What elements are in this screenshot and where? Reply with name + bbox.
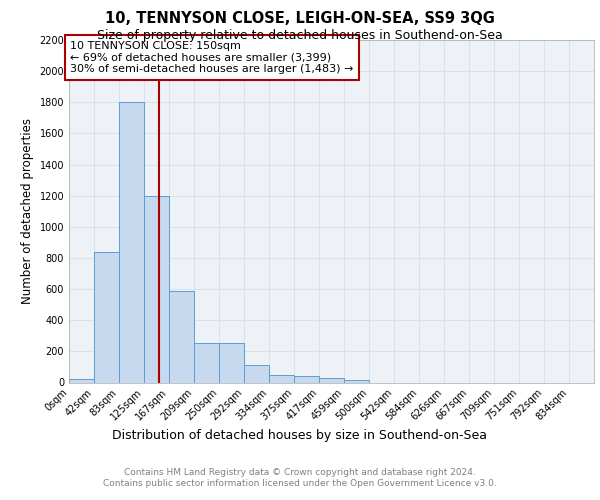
Text: Size of property relative to detached houses in Southend-on-Sea: Size of property relative to detached ho… (97, 29, 503, 42)
Bar (69, 378, 94, 382)
Bar (194, 343, 219, 382)
Bar (319, 378, 344, 382)
Bar (119, 102, 144, 382)
Bar (169, 290, 194, 382)
Text: Distribution of detached houses by size in Southend-on-Sea: Distribution of detached houses by size … (113, 430, 487, 442)
Bar (294, 376, 319, 382)
Text: Contains HM Land Registry data © Crown copyright and database right 2024.
Contai: Contains HM Land Registry data © Crown c… (103, 468, 497, 487)
Bar (269, 375, 294, 382)
Text: 10, TENNYSON CLOSE, LEIGH-ON-SEA, SS9 3QG: 10, TENNYSON CLOSE, LEIGH-ON-SEA, SS9 3Q… (105, 11, 495, 26)
Bar (344, 380, 368, 382)
Bar (244, 364, 269, 382)
Bar (219, 343, 244, 382)
Bar (94, 252, 119, 382)
Bar (144, 196, 169, 382)
Text: 10 TENNYSON CLOSE: 150sqm
← 69% of detached houses are smaller (3,399)
30% of se: 10 TENNYSON CLOSE: 150sqm ← 69% of detac… (70, 41, 353, 74)
Y-axis label: Number of detached properties: Number of detached properties (21, 118, 34, 304)
